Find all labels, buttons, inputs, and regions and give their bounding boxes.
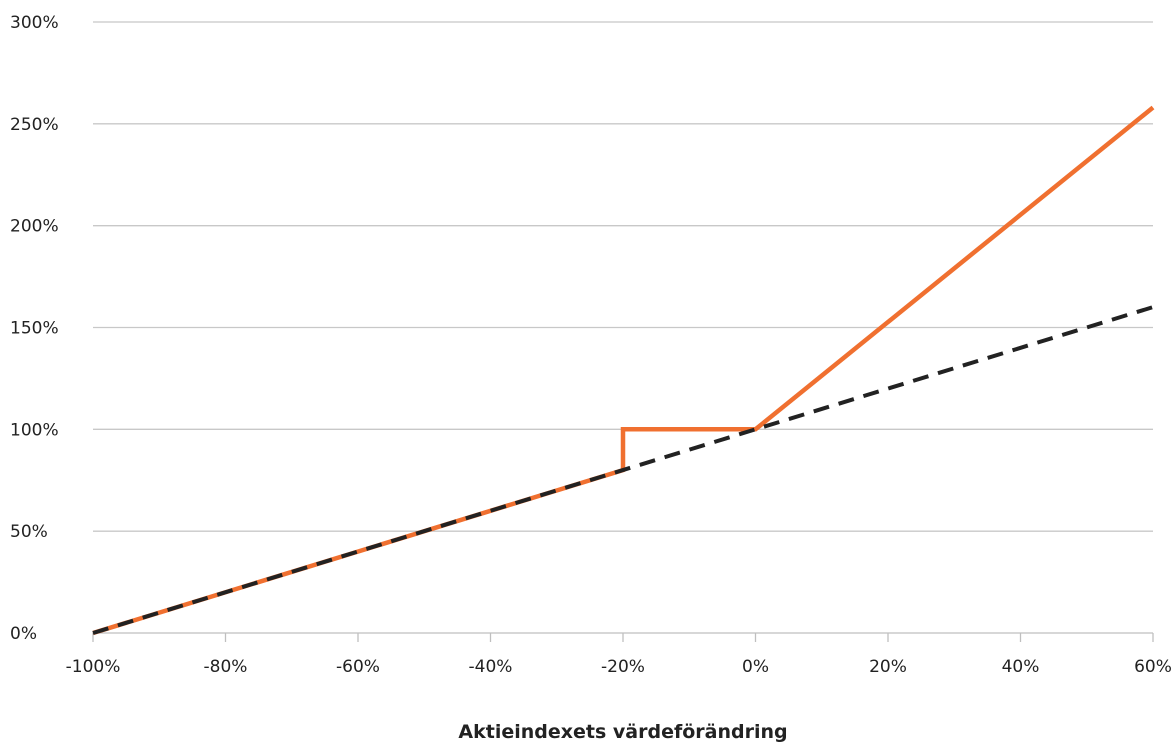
gridlines bbox=[93, 21, 1153, 532]
y-tick-labels: 0% 50% 100% 150% 200% 250% 300% bbox=[10, 13, 59, 644]
y-tick-label: 100% bbox=[10, 420, 59, 440]
y-tick-label: 0% bbox=[10, 624, 37, 644]
x-axis bbox=[92, 632, 1154, 642]
y-tick-label: 150% bbox=[10, 319, 59, 339]
x-tick-labels: -100% -80% -60% -40% -20% 0% 20% 40% 60% bbox=[66, 657, 1171, 677]
y-tick-label: 250% bbox=[10, 115, 59, 135]
x-tick-label: -100% bbox=[66, 657, 121, 677]
series-lines bbox=[92, 105, 1155, 636]
x-tick-label: 40% bbox=[1002, 657, 1040, 677]
x-tick-label: 20% bbox=[869, 657, 907, 677]
x-tick-label: 0% bbox=[742, 657, 769, 677]
x-axis-title: Aktieindexets värdeförändring bbox=[458, 721, 787, 743]
index-series-line bbox=[92, 305, 1154, 635]
y-tick-label: 200% bbox=[10, 217, 59, 237]
x-tick-label: -80% bbox=[204, 657, 248, 677]
x-tick-label: -20% bbox=[601, 657, 645, 677]
x-tick-label: -40% bbox=[469, 657, 513, 677]
x-tick-label: 60% bbox=[1134, 657, 1171, 677]
x-tick-label: -60% bbox=[336, 657, 380, 677]
y-tick-label: 50% bbox=[10, 522, 48, 542]
product-payoff-line bbox=[92, 105, 1155, 636]
y-tick-label: 300% bbox=[10, 13, 59, 33]
